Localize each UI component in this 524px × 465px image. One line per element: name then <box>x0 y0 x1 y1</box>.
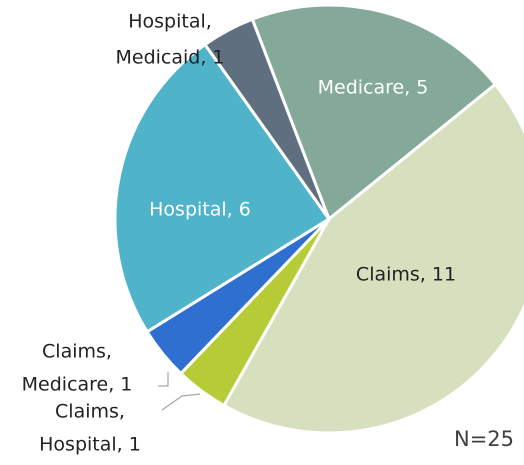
slice <box>202 17 331 220</box>
annotation: N=25 <box>454 427 514 451</box>
data-label: Claims, <box>55 401 125 423</box>
slice <box>250 3 498 222</box>
data-label: Hospital, <box>128 11 212 33</box>
leader-line <box>158 372 169 387</box>
data-label: Medicaid, 1 <box>115 47 224 69</box>
slice <box>221 82 524 435</box>
data-label: Medicare, 5 <box>318 77 429 99</box>
data-label: Claims, 11 <box>356 264 456 286</box>
leader-line <box>161 393 201 411</box>
slice <box>113 42 332 334</box>
slices <box>113 3 524 435</box>
data-label: Hospital, 6 <box>149 199 251 221</box>
data-label: Claims, <box>42 341 112 363</box>
data-label: Hospital, 1 <box>39 434 141 456</box>
data-label: Medicare, 1 <box>22 374 133 396</box>
